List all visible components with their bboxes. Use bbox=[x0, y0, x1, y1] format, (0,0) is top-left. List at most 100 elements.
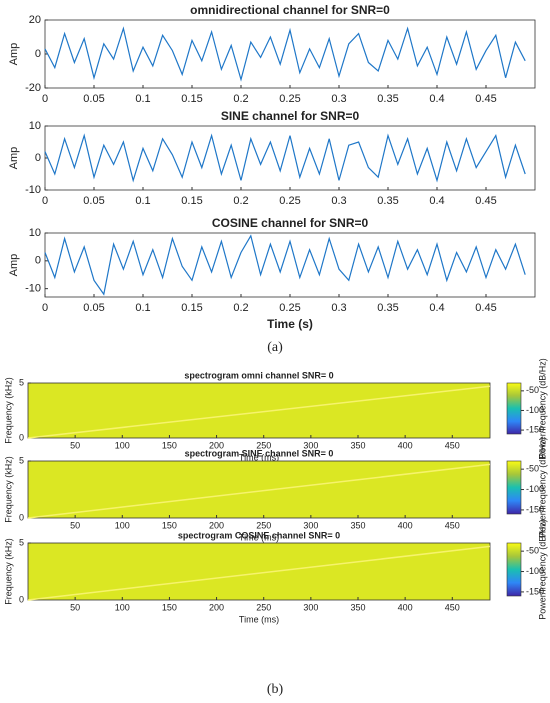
x-tick-label: 200 bbox=[209, 440, 224, 450]
caption: (b) bbox=[267, 682, 284, 697]
y-tick-label: 10 bbox=[29, 227, 41, 239]
y-tick-label: 0 bbox=[35, 48, 41, 60]
plot-area bbox=[44, 232, 536, 298]
signal-line bbox=[44, 133, 526, 183]
x-tick-label: 50 bbox=[70, 520, 80, 530]
y-tick-label: 5 bbox=[19, 377, 24, 387]
x-tick-label: 0.2 bbox=[233, 195, 248, 207]
x-tick-label: 0.35 bbox=[377, 195, 398, 207]
y-tick-label: 0 bbox=[19, 512, 24, 522]
chart-title: COSINE channel for SNR=0 bbox=[212, 216, 369, 230]
x-tick-label: 250 bbox=[256, 602, 271, 612]
x-tick-label: 0.45 bbox=[475, 195, 496, 207]
x-tick-label: 450 bbox=[445, 602, 460, 612]
x-axis-label: Time (s) bbox=[267, 317, 313, 331]
x-tick-label: 0.3 bbox=[331, 93, 346, 105]
x-tick-label: 150 bbox=[162, 520, 177, 530]
chirp-line bbox=[27, 463, 491, 519]
x-tick-label: 450 bbox=[445, 440, 460, 450]
x-tick-label: 350 bbox=[350, 440, 365, 450]
x-tick-label: 0.4 bbox=[429, 93, 444, 105]
y-tick-label: -10 bbox=[25, 184, 41, 196]
y-tick-label: 10 bbox=[29, 120, 41, 132]
x-tick-label: 50 bbox=[70, 602, 80, 612]
colorbar-tick-label: -150 bbox=[526, 504, 544, 514]
colorbar bbox=[506, 382, 522, 435]
x-tick-label: 0.25 bbox=[279, 302, 300, 314]
x-tick-label: 150 bbox=[162, 440, 177, 450]
x-tick-label: 200 bbox=[209, 602, 224, 612]
colorbar-label: Power/frequency (dB/Hz) bbox=[537, 519, 547, 620]
x-tick-label: 0 bbox=[42, 93, 48, 105]
x-tick-label: 0.1 bbox=[135, 195, 150, 207]
x-tick-label: 0.4 bbox=[429, 302, 444, 314]
chart-title: spectrogram omni channel SNR= 0 bbox=[184, 370, 333, 380]
x-tick-label: 350 bbox=[350, 520, 365, 530]
caption: (a) bbox=[267, 340, 283, 355]
colorbar-tick-label: -150 bbox=[526, 586, 544, 596]
y-axis-label: Amp bbox=[8, 43, 20, 66]
x-tick-label: 250 bbox=[256, 440, 271, 450]
colorbar-tick-label: -50 bbox=[526, 464, 539, 474]
x-tick-label: 200 bbox=[209, 520, 224, 530]
x-tick-label: 0.2 bbox=[233, 93, 248, 105]
y-tick-label: 5 bbox=[19, 537, 24, 547]
colorbar-tick-label: -150 bbox=[526, 424, 544, 434]
x-tick-label: 100 bbox=[115, 440, 130, 450]
chart-title: omnidirectional channel for SNR=0 bbox=[190, 3, 390, 17]
x-axis-label: Time (ms) bbox=[239, 452, 279, 462]
x-tick-label: 250 bbox=[256, 520, 271, 530]
x-tick-label: 0.15 bbox=[181, 93, 202, 105]
y-axis-label: Amp bbox=[8, 147, 20, 170]
x-tick-label: 0 bbox=[42, 195, 48, 207]
x-tick-label: 0.05 bbox=[83, 93, 104, 105]
colorbar-label: Power/frequency (dB/Hz) bbox=[537, 358, 547, 459]
x-axis-label: Time (ms) bbox=[239, 532, 279, 542]
x-tick-label: 100 bbox=[115, 602, 130, 612]
y-tick-label: 20 bbox=[29, 14, 41, 26]
x-tick-label: 0.05 bbox=[83, 195, 104, 207]
x-tick-label: 0.3 bbox=[331, 195, 346, 207]
x-tick-label: 400 bbox=[398, 602, 413, 612]
x-tick-label: 300 bbox=[303, 520, 318, 530]
colorbar-label: Power/frequency (dB/Hz) bbox=[537, 437, 547, 538]
colorbar-tick-label: -50 bbox=[526, 385, 539, 395]
y-tick-label: -20 bbox=[25, 82, 41, 94]
x-tick-label: 450 bbox=[445, 520, 460, 530]
colorbar bbox=[506, 460, 522, 515]
x-tick-label: 0.05 bbox=[83, 302, 104, 314]
x-tick-label: 0.15 bbox=[181, 302, 202, 314]
x-tick-label: 0.25 bbox=[279, 93, 300, 105]
x-tick-label: 50 bbox=[70, 440, 80, 450]
y-axis-label: Frequency (kHz) bbox=[3, 538, 13, 605]
chirp-line bbox=[27, 385, 491, 439]
colorbar-tick-label: -100 bbox=[526, 484, 544, 494]
y-tick-label: 0 bbox=[35, 152, 41, 164]
x-tick-label: 0.15 bbox=[181, 195, 202, 207]
chirp-line bbox=[27, 545, 491, 601]
y-tick-label: 0 bbox=[19, 594, 24, 604]
y-tick-label: 0 bbox=[35, 255, 41, 267]
colorbar-tick-label: -50 bbox=[526, 546, 539, 556]
x-tick-label: 300 bbox=[303, 440, 318, 450]
x-tick-label: 0.25 bbox=[279, 195, 300, 207]
y-tick-label: -10 bbox=[25, 283, 41, 295]
signal-line bbox=[44, 26, 526, 82]
y-axis-label: Frequency (kHz) bbox=[3, 456, 13, 523]
signal-line bbox=[44, 234, 526, 296]
x-tick-label: 150 bbox=[162, 602, 177, 612]
chart-title: SINE channel for SNR=0 bbox=[221, 109, 360, 123]
y-tick-label: 5 bbox=[19, 455, 24, 465]
chart-title: spectrogram COSINE channel SNR= 0 bbox=[178, 530, 340, 540]
colorbar-tick-label: -100 bbox=[526, 566, 544, 576]
chart-title: spectrogram SINE channel SNR= 0 bbox=[185, 448, 334, 458]
x-tick-label: 300 bbox=[303, 602, 318, 612]
x-tick-label: 0 bbox=[42, 302, 48, 314]
x-tick-label: 0.35 bbox=[377, 93, 398, 105]
x-tick-label: 0.45 bbox=[475, 93, 496, 105]
x-tick-label: 400 bbox=[398, 440, 413, 450]
x-tick-label: 0.3 bbox=[331, 302, 346, 314]
x-tick-label: 0.4 bbox=[429, 195, 444, 207]
colorbar-tick-label: -100 bbox=[526, 405, 544, 415]
